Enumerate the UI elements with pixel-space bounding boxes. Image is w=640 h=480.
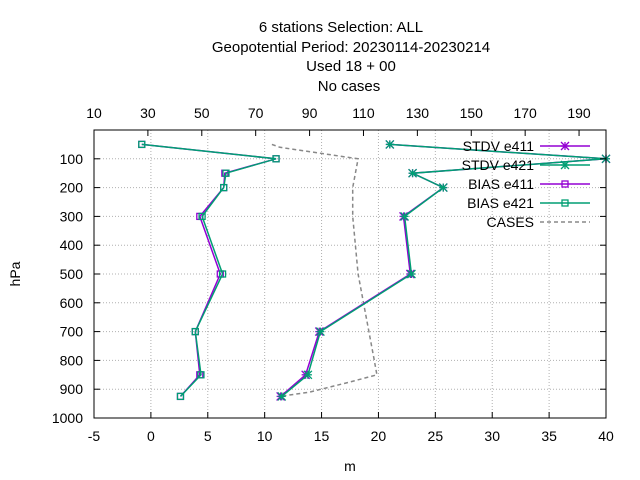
data-point-bias-e421 [176,392,185,401]
data-point-stdv-e421 [400,211,410,221]
legend-entry-bias-e421: BIAS e421 [467,195,590,211]
data-point-stdv-e421 [438,183,448,193]
series-line-stdv-e411 [280,143,607,397]
series-line-bias-e411 [141,143,277,397]
series-line-cases [271,143,378,398]
y-tick-label: 800 [60,352,84,368]
data-point-bias-e421 [197,371,205,379]
data-point-stdv-e421 [385,139,395,149]
data-point-bias-e421 [198,212,206,221]
x2-tick-label: 110 [352,105,375,121]
series-line-stdv-e421 [281,143,607,397]
x2-tick-label: 190 [567,105,591,121]
x-axis-label: m [344,458,356,474]
title-line-1: 6 stations Selection: ALL [259,19,423,36]
x2-tick-label: 10 [86,105,102,121]
series-layer [138,139,611,401]
legend-label: STDV e411 [463,138,535,154]
legend-marker [561,180,569,188]
grid [94,130,606,418]
data-point-bias-e421 [138,140,146,149]
y-tick-label: 700 [60,324,84,340]
y-tick-label: 600 [60,295,84,311]
title-line-3: Used 18 + 00 [306,58,396,75]
title-line-4: No cases [318,78,381,95]
y-tick-label: 100 [60,151,84,167]
series-stdv-e411 [276,139,611,401]
y-tick-label: 1000 [52,410,83,426]
x2-tick-label: 90 [302,105,318,121]
data-point-bias-e421 [218,270,227,278]
data-point-stdv-e421 [315,327,325,337]
legend-label: BIAS e421 [467,195,534,211]
legend-label: BIAS e411 [468,176,534,192]
data-point-bias-e421 [220,183,228,192]
data-point-stdv-e421 [277,391,287,401]
x2-tick-label: 130 [406,105,430,121]
title-line-2: Geopotential Period: 20230114-20230214 [212,39,490,56]
x2-tick-label: 50 [194,105,210,121]
legend-marker [560,141,570,151]
chart-title: 6 stations Selection: ALL Geopotential P… [212,19,490,95]
x2-tick-label: 150 [460,105,484,121]
data-point-bias-e421 [222,169,230,177]
series-stdv-e421 [277,139,611,401]
x-tick-label: 35 [541,428,557,444]
legend-label: CASES [487,214,534,230]
legend-label: STDV e421 [462,157,535,173]
x-tick-label: 5 [204,428,212,444]
data-point-stdv-e421 [408,168,418,178]
x2-tick-label: 30 [140,105,156,121]
series-line-bias-e421 [141,143,277,397]
y-tick-label: 300 [60,208,84,224]
data-point-stdv-e421 [406,269,416,279]
legend: STDV e411 STDV e421 BIAS e411 BIAS e421 CASE… [462,138,590,230]
legend-marker [561,199,569,207]
x2-tick-label: 170 [513,105,537,121]
x-tick-label: 10 [257,428,273,444]
x-tick-label: 25 [428,428,444,444]
y-tick-label: 900 [60,381,84,397]
x-tick-label: 15 [314,428,330,444]
y-tick-label: 200 [60,180,84,196]
legend-entry-stdv-e411: STDV e411 [463,138,590,154]
x-tick-label: 0 [147,428,155,444]
x-tick-label: -5 [88,428,101,444]
data-point-stdv-e421 [303,370,313,380]
series-bias-e421 [138,140,280,401]
legend-entry-bias-e411: BIAS e411 [468,176,590,192]
y-axis-label: hPa [7,261,23,286]
y-tick-label: 500 [60,266,84,282]
x-tick-label: 40 [598,428,614,444]
data-point-bias-e421 [272,155,280,163]
ticks: -5 0 5 10 15 20 25 30 35 40 10 30 50 70 90 110 130 150 170… [52,105,614,444]
series-cases [271,143,378,398]
x2-tick-label: 70 [248,105,264,121]
legend-entry-stdv-e421: STDV e421 [462,157,590,173]
x-tick-label: 20 [371,428,387,444]
legend-entry-cases: CASES [487,214,590,230]
data-point-bias-e421 [191,327,199,336]
legend-marker [560,160,570,170]
x-tick-label: 30 [484,428,500,444]
y-tick-label: 400 [60,237,84,253]
